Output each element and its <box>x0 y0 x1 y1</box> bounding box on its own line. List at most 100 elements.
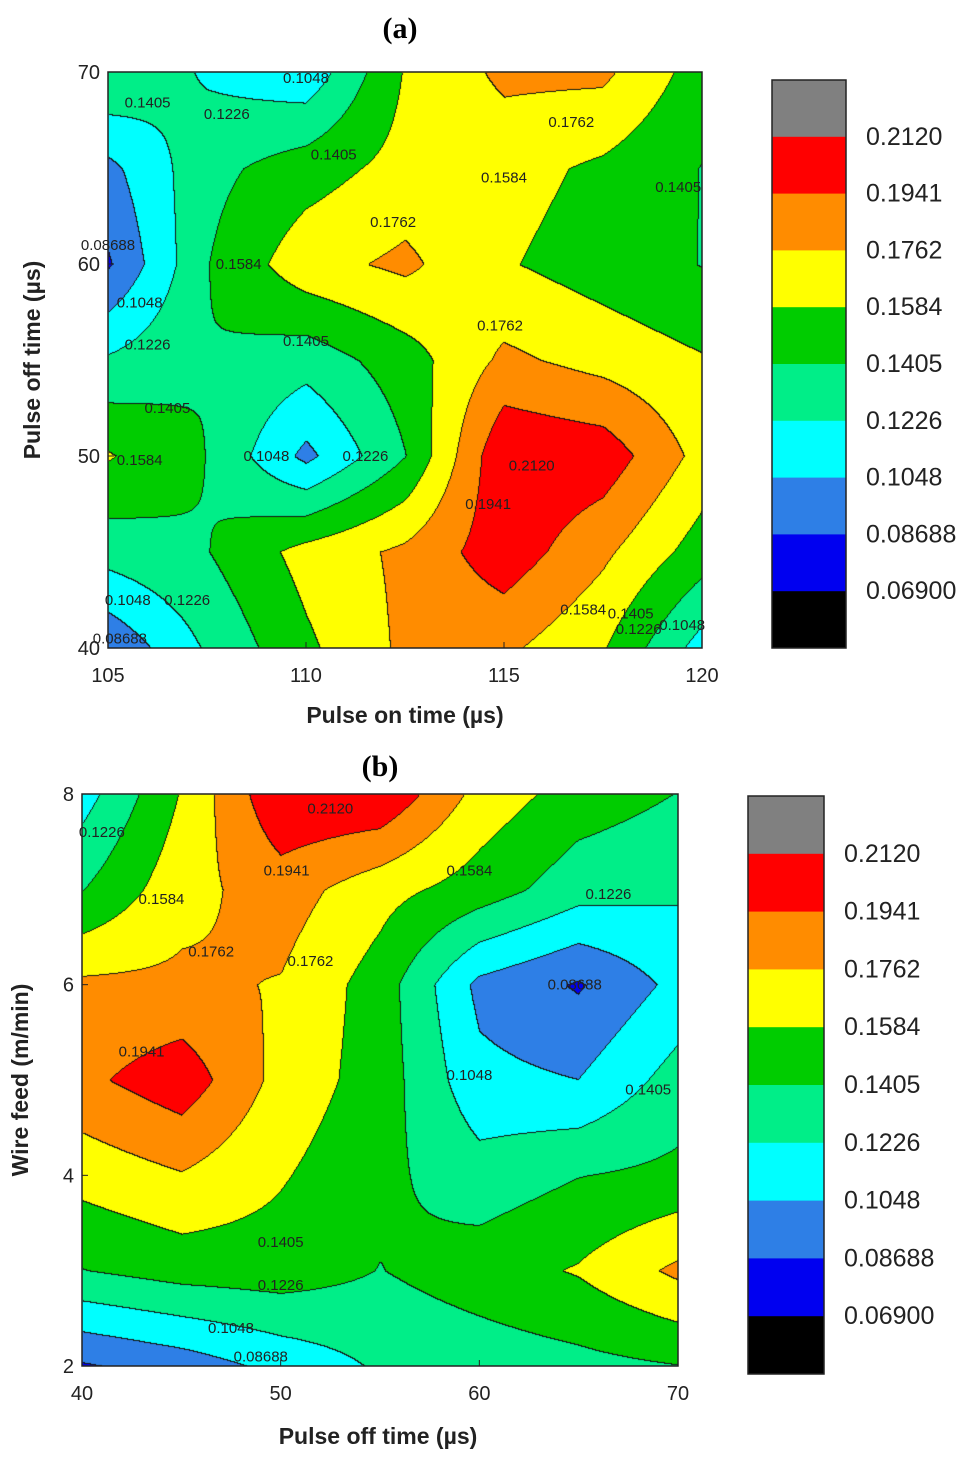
contour-fill-1 <box>82 794 678 1366</box>
contour-label: 0.1584 <box>560 602 606 619</box>
contour-label: 0.1405 <box>625 1082 671 1099</box>
colorbar-swatch <box>748 911 824 970</box>
contour-label: 0.1405 <box>125 95 171 112</box>
x-tick-label: 50 <box>270 1383 292 1405</box>
plot-frame-0 <box>107 71 703 649</box>
contour-label: 0.1584 <box>117 452 163 469</box>
contour-label: 0.1762 <box>370 214 416 231</box>
y-tick-label: 70 <box>78 62 100 84</box>
colorbar-swatch <box>772 307 846 365</box>
colorbar-label: 0.1226 <box>844 1129 920 1157</box>
contour-label: 0.08688 <box>548 977 602 994</box>
colorbar-swatch <box>748 1027 824 1086</box>
contour-label: 0.08688 <box>81 237 135 254</box>
contour-label: 0.1048 <box>117 294 163 311</box>
x-tick-label: 105 <box>91 665 124 687</box>
colorbar-swatch <box>772 136 846 195</box>
colorbar-frame <box>747 795 825 1375</box>
colorbar-swatch <box>772 534 846 592</box>
colorbar-swatch <box>748 853 824 913</box>
contour-label: 0.1762 <box>548 114 594 131</box>
contour-label: 0.08688 <box>93 630 147 647</box>
colorbar-swatch <box>772 591 846 649</box>
colorbar-label: 0.1405 <box>844 1071 920 1099</box>
colorbar-label: 0.1584 <box>844 1013 921 1041</box>
colorbar-label: 0.08688 <box>866 520 956 548</box>
y-tick-label: 40 <box>78 638 100 660</box>
x-axis-label: Pulse on time (µs) <box>306 702 503 728</box>
contour-label: 0.1941 <box>465 496 511 513</box>
contour-label: 0.2120 <box>509 458 555 475</box>
colorbar-label: 0.1226 <box>866 407 942 435</box>
contour-label: 0.1405 <box>311 147 357 164</box>
colorbar-label: 0.2120 <box>866 123 942 151</box>
colorbar-label: 0.1941 <box>844 898 920 926</box>
colorbar-label: 0.06900 <box>866 577 956 605</box>
contour-label: 0.1762 <box>288 953 334 970</box>
colorbar-label: 0.1762 <box>844 955 920 983</box>
contour-label: 0.1048 <box>283 70 329 87</box>
x-tick-label: 40 <box>71 1383 93 1405</box>
colorbar-swatch <box>748 969 824 1028</box>
colorbar-swatch <box>748 796 824 855</box>
y-tick-label: 8 <box>63 784 74 806</box>
colorbar-swatch <box>772 250 846 308</box>
colorbar-swatch <box>772 80 846 138</box>
colorbar-label: 0.1941 <box>866 180 942 208</box>
contour-label: 0.1048 <box>446 1067 492 1084</box>
x-tick-label: 120 <box>685 665 718 687</box>
y-tick-label: 4 <box>63 1165 74 1187</box>
panel-b-title: (b) <box>361 750 399 783</box>
contour-label: 0.1226 <box>79 824 125 841</box>
colorbar-swatch <box>748 1142 824 1202</box>
contour-label: 0.08688 <box>234 1348 288 1365</box>
colorbar-swatch <box>748 1258 824 1317</box>
colorbar-label: 0.06900 <box>844 1302 934 1330</box>
colorbar-swatch <box>772 420 846 479</box>
contour-label: 0.1584 <box>481 170 527 187</box>
contour-label: 0.1941 <box>119 1043 165 1060</box>
colorbar-swatch <box>772 193 846 251</box>
x-tick-label: 115 <box>488 665 520 687</box>
plot-frame-1 <box>81 793 679 1367</box>
contour-label: 0.1941 <box>264 862 310 879</box>
contour-panel-1: 0.2120 0.1941 0.1226 0.1584 0.1584 0.1226 0.17… <box>7 784 934 1449</box>
contour-label: 0.1584 <box>216 256 262 273</box>
colorbar-frame <box>771 79 847 649</box>
contour-label: 0.1048 <box>243 448 289 465</box>
colorbar-label: 0.1405 <box>866 350 942 378</box>
contour-label: 0.2120 <box>307 800 353 817</box>
contour-label: 0.1048 <box>659 617 705 634</box>
colorbar-swatch <box>748 1316 824 1375</box>
contour-fill-0 <box>108 72 702 648</box>
contour-label: 0.1226 <box>586 886 632 903</box>
y-tick-label: 6 <box>63 975 74 997</box>
contour-label: 0.1048 <box>105 592 151 609</box>
contour-label: 0.1048 <box>208 1320 254 1337</box>
x-tick-label: 110 <box>290 665 322 687</box>
colorbar-label: 0.08688 <box>844 1244 934 1272</box>
contour-label: 0.1584 <box>446 862 492 879</box>
contour-label: 0.1226 <box>164 592 210 609</box>
contour-label: 0.1226 <box>258 1277 304 1294</box>
colorbar-label: 0.1048 <box>866 464 942 492</box>
colorbar-label: 0.1048 <box>844 1187 920 1215</box>
contour-label: 0.1405 <box>144 400 190 417</box>
y-tick-label: 50 <box>78 446 100 468</box>
contour-label: 0.1226 <box>125 337 171 354</box>
x-tick-label: 60 <box>468 1383 490 1405</box>
contour-label: 0.1405 <box>655 179 701 196</box>
x-axis-label: Pulse off time (µs) <box>279 1423 478 1449</box>
contour-label: 0.1226 <box>342 448 388 465</box>
colorbar-swatch <box>748 1085 824 1144</box>
panel-a-title: (a) <box>382 12 418 45</box>
contour-label: 0.1762 <box>188 943 234 960</box>
colorbar-label: 0.1584 <box>866 293 943 321</box>
y-tick-label: 60 <box>78 254 100 276</box>
colorbar-swatch <box>772 477 846 535</box>
x-tick-label: 70 <box>667 1383 689 1405</box>
colorbar-swatch <box>772 364 846 422</box>
colorbar-swatch <box>748 1200 824 1259</box>
y-axis-label: Pulse off time (µs) <box>19 261 45 460</box>
